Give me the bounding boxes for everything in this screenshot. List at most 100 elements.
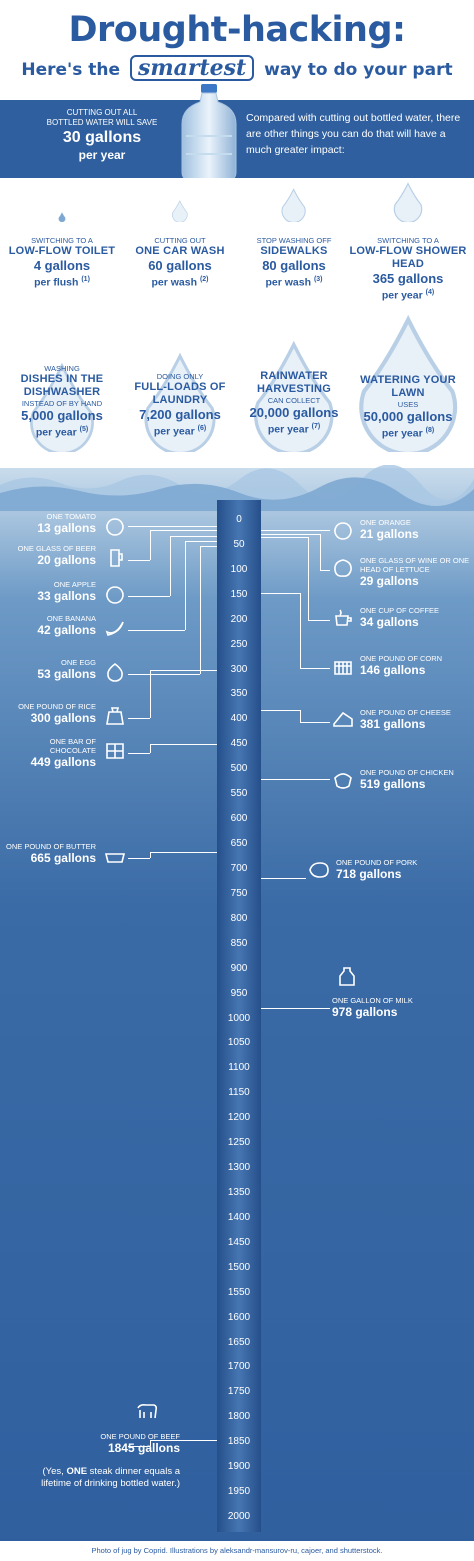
chart-item-right: ONE ORANGE 21 gallons [360, 518, 470, 541]
scale-tick-label: 1000 [227, 1012, 251, 1024]
tip-unit-text: per year [267, 423, 312, 436]
header: Drought-hacking: Here's the smartest way… [0, 0, 474, 100]
tip-item: STOP WASHING OFF SIDEWALKS 80 gallons per w… [234, 236, 354, 290]
scale-tick-label: 1400 [227, 1211, 251, 1223]
scale-tick-label: 950 [230, 987, 248, 999]
tip-sub: USES [397, 400, 419, 409]
water-drop-icon [30, 362, 94, 452]
tip-item: SWITCHING TO A LOW-FLOW TOILET 4 gallons pe… [2, 236, 122, 290]
tip-item: WASHING DISHES IN THE DISHWASHER INSTEAD O… [2, 364, 122, 440]
connector-line [128, 630, 185, 631]
chart-item-right: ONE POUND OF PORK 718 gallons [336, 858, 470, 881]
egg-icon [107, 662, 123, 682]
chart-item-right: ONE POUND OF CHEESE 381 gallons [360, 708, 470, 731]
scale-tick-label: 400 [230, 713, 248, 725]
scale-tick-label: 250 [230, 638, 248, 650]
scale-tick-label: 300 [230, 663, 248, 675]
bottled-water-savings: CUTTING OUT ALL BOTTLED WATER WILL SAVE … [44, 108, 160, 162]
tip-footnote: (5) [79, 426, 89, 433]
chart-item-left: ONE BAR OF CHOCOLATE 449 gallons [4, 737, 96, 769]
scale-tick-label: 1050 [227, 1037, 251, 1049]
apple-icon [106, 586, 124, 604]
connector-line [128, 526, 217, 528]
butter-icon [104, 853, 126, 863]
connector-line [150, 743, 217, 745]
bottled-water-banner: CUTTING OUT ALL BOTTLED WATER WILL SAVE … [0, 100, 474, 178]
orange-icon [334, 522, 352, 540]
scale-tick-label: 750 [230, 887, 248, 899]
tip-main: LOW-FLOW TOILET [8, 245, 116, 257]
connector-line [170, 536, 217, 538]
chart-item-left: ONE TOMATO 13 gallons [4, 512, 96, 535]
connector-line [150, 529, 217, 531]
item-value: 53 gallons [37, 667, 96, 681]
tip-pre: WASHING [44, 364, 80, 373]
page-subtitle: Here's the smartest way to do your part [0, 55, 474, 81]
tip-unit: per year (7) [234, 420, 354, 437]
tip-item: SWITCHING TO A LOW-FLOW SHOWER HEAD 365 ga… [348, 236, 468, 303]
tip-main: SIDEWALKS [260, 245, 328, 257]
connector-line [308, 536, 309, 620]
item-label: ONE POUND OF PORK [336, 858, 418, 867]
item-label: ONE GLASS OF BEER [17, 544, 96, 553]
tip-unit-text: per year [153, 425, 198, 438]
water-jug-icon [181, 84, 237, 181]
tip-pre: STOP WASHING OFF [256, 236, 332, 245]
connector-line [128, 1446, 150, 1447]
subtitle-pre: Here's the [21, 60, 121, 80]
item-label: ONE POUND OF RICE [18, 702, 96, 711]
tip-unit-text: per wash [151, 276, 200, 289]
water-drop-icon [254, 340, 334, 452]
banner-unit: per year [78, 148, 126, 162]
item-label: ONE POUND OF CORN [360, 654, 443, 663]
lettuce-icon [334, 559, 352, 577]
scale-tick-label: 1100 [228, 1062, 250, 1074]
connector-line [150, 1439, 217, 1441]
scale-tick-label: 1550 [227, 1286, 251, 1298]
water-drop-icon [172, 200, 188, 222]
connector-line [185, 540, 186, 630]
steak-note-pre: (Yes, [42, 1466, 67, 1477]
water-surface-wave [0, 465, 474, 511]
chart-item-left: ONE APPLE 33 gallons [4, 580, 96, 603]
item-value: 381 gallons [360, 717, 426, 731]
tip-value: 60 gallons [148, 258, 212, 273]
connector-line [150, 1439, 151, 1446]
tip-footnote: (1) [81, 276, 90, 283]
chart-item-left: ONE GLASS OF BEER 20 gallons [4, 544, 96, 567]
connector-line [150, 529, 151, 560]
item-label: ONE CUP OF COFFEE [360, 606, 440, 615]
tip-unit-text: per flush [34, 276, 82, 289]
tip-main: DISHES IN THE DISHWASHER [20, 373, 104, 398]
tip-unit: per year (8) [348, 424, 468, 441]
chicken-icon [334, 773, 352, 789]
cow-icon [137, 1404, 158, 1419]
tip-unit-text: per year [381, 427, 426, 440]
tip-unit-text: per year [35, 426, 80, 439]
connector-line [300, 668, 330, 669]
connector-line [261, 1007, 330, 1009]
chart-item-right: ONE POUND OF CORN 146 gallons [360, 654, 470, 677]
connector-line [300, 722, 330, 723]
item-label: ONE POUND OF CHEESE [360, 708, 451, 717]
coffee-icon [335, 609, 352, 626]
page-title: Drought-hacking: [68, 10, 406, 50]
tip-unit: per wash (2) [120, 273, 240, 290]
tip-pre: SWITCHING TO A [31, 236, 93, 245]
scale-tick-label: 1250 [227, 1137, 251, 1149]
tip-sub: CAN COLLECT [267, 396, 321, 405]
tip-value: 20,000 gallons [249, 405, 339, 420]
connector-line [261, 534, 320, 536]
banner-value: 30 gallons [62, 129, 142, 146]
scale-tick-label: 650 [230, 838, 248, 850]
chart-item-left: ONE EGG 53 gallons [4, 658, 96, 681]
beer-icon [110, 549, 123, 567]
tip-unit: per wash (3) [234, 273, 354, 290]
steak-note: (Yes, ONE steak dinner equals a lifetime… [30, 1466, 180, 1490]
item-label: ONE POUND OF CHICKEN [360, 768, 454, 777]
chart-item-left: ONE POUND OF RICE 300 gallons [4, 702, 96, 725]
item-value: 34 gallons [360, 615, 419, 629]
tip-item: CUTTING OUT ONE CAR WASH 60 gallons per was… [120, 236, 240, 290]
scale-tick-label: 600 [230, 813, 248, 825]
item-value: 146 gallons [360, 663, 426, 677]
